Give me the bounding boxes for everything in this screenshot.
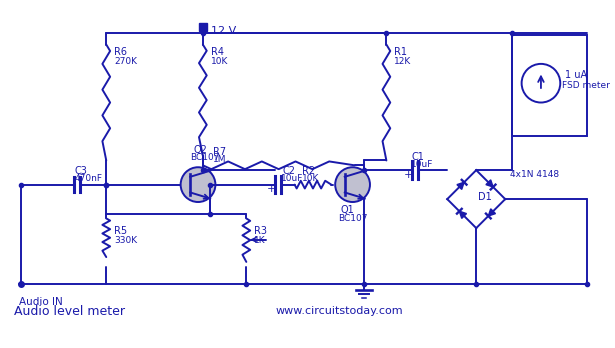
Text: R2: R2 (303, 166, 315, 176)
Polygon shape (459, 211, 467, 219)
Polygon shape (457, 182, 464, 189)
Text: 4x1N 4148: 4x1N 4148 (510, 171, 559, 180)
Text: 10uF: 10uF (281, 174, 303, 183)
Text: C3: C3 (74, 166, 87, 176)
Text: 10uF: 10uF (411, 160, 433, 169)
Text: R3: R3 (254, 226, 267, 236)
Text: C1: C1 (411, 152, 424, 161)
Text: 12K: 12K (394, 57, 411, 66)
Text: Audio IN: Audio IN (19, 296, 63, 307)
Text: R1: R1 (394, 47, 407, 57)
Text: R7: R7 (213, 147, 226, 157)
Text: BC107: BC107 (338, 214, 368, 223)
Circle shape (181, 167, 215, 202)
Text: R6: R6 (114, 47, 127, 57)
Text: 1M: 1M (213, 155, 226, 164)
Text: BC107: BC107 (190, 153, 220, 162)
Polygon shape (488, 209, 496, 216)
Polygon shape (486, 180, 493, 187)
Circle shape (335, 167, 370, 202)
Text: Audio level meter: Audio level meter (15, 304, 125, 318)
Text: Q2: Q2 (193, 145, 207, 155)
Text: C2: C2 (282, 166, 295, 176)
Text: D1: D1 (478, 192, 492, 202)
Text: 270K: 270K (114, 57, 137, 66)
Text: +: + (404, 170, 413, 180)
Text: R4: R4 (210, 47, 224, 57)
Text: 330K: 330K (114, 236, 137, 245)
Text: 10K: 10K (303, 174, 320, 183)
Text: Q1: Q1 (341, 205, 355, 215)
Bar (512, 35, 587, 136)
Text: R5: R5 (114, 226, 127, 236)
Text: 1K: 1K (254, 236, 266, 245)
Text: 470nF: 470nF (74, 174, 102, 183)
Text: 10K: 10K (210, 57, 228, 66)
Text: 12 V: 12 V (210, 26, 236, 36)
Text: www.circuitstoday.com: www.circuitstoday.com (276, 306, 403, 316)
Text: 1 uA: 1 uA (565, 71, 587, 80)
Text: +: + (267, 184, 276, 195)
Text: FSD meter: FSD meter (562, 81, 610, 90)
